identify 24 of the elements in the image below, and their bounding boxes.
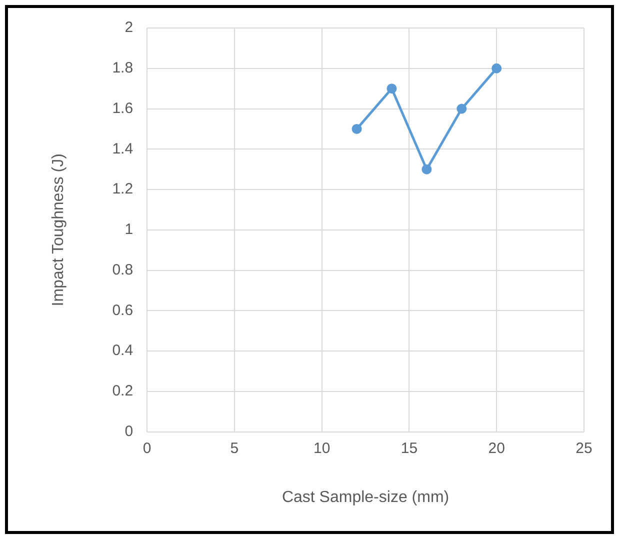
x-tick-label: 5 [230, 440, 239, 457]
y-axis-title: Impact Toughness (J) [50, 154, 68, 306]
y-tick-label: 0.6 [112, 302, 134, 319]
y-tick-label: 1.8 [112, 60, 134, 77]
x-tick-label: 15 [400, 440, 418, 457]
point [386, 84, 397, 94]
x-tick-label: 25 [576, 440, 592, 457]
y-tick-label: 1.6 [112, 100, 134, 117]
y-tick-label: 0.8 [112, 261, 134, 278]
x-axis-title: Cast Sample-size (mm) [282, 488, 450, 506]
y-tick-label: 1.2 [112, 180, 134, 198]
x-tick-label: 0 [142, 440, 152, 457]
y-tick-label: 1 [124, 221, 134, 238]
point [422, 164, 432, 174]
point [352, 124, 362, 134]
x-tick-label: 20 [488, 440, 505, 457]
point [456, 104, 467, 114]
y-tick-label: 2 [124, 19, 134, 36]
y-tick-label: 0.2 [112, 382, 134, 400]
x-tick-label: 10 [313, 440, 330, 457]
y-tick-label: 0.4 [112, 342, 134, 360]
point [492, 63, 502, 74]
y-tick-label: 1.4 [112, 140, 134, 158]
y-tick-label: 0 [124, 422, 134, 440]
